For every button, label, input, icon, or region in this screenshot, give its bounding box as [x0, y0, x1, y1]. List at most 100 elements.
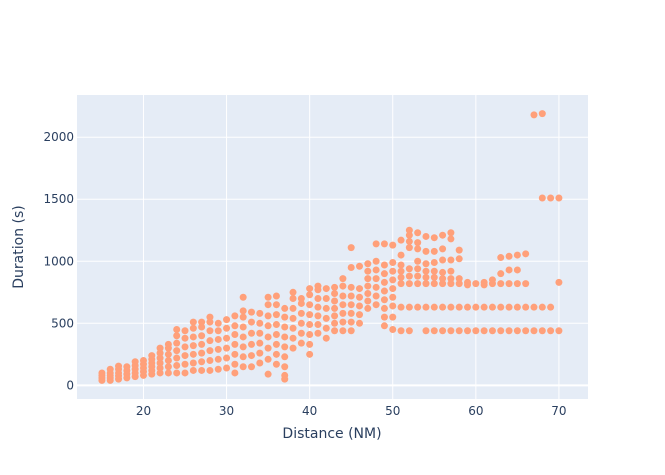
data-point: [439, 231, 447, 239]
data-point: [322, 294, 330, 302]
data-point: [389, 302, 397, 310]
data-point: [347, 309, 355, 317]
data-point: [364, 282, 372, 290]
data-point: [181, 360, 189, 368]
x-tick-label: 40: [302, 404, 317, 418]
data-point: [356, 302, 364, 310]
data-point: [455, 255, 463, 263]
x-tick-label: 60: [468, 404, 483, 418]
data-point: [264, 312, 272, 320]
data-point: [189, 318, 197, 326]
data-point: [189, 350, 197, 358]
data-point: [239, 323, 247, 331]
data-point: [522, 303, 530, 311]
data-point: [422, 260, 430, 268]
data-point: [447, 256, 455, 264]
data-point: [397, 251, 405, 259]
data-point: [181, 369, 189, 377]
data-point: [422, 327, 430, 335]
data-point: [239, 313, 247, 321]
data-point: [198, 358, 206, 366]
y-axis-title: Duration (s): [11, 205, 27, 288]
data-point: [397, 236, 405, 244]
data-point: [405, 231, 413, 239]
data-point: [231, 312, 239, 320]
data-point: [389, 259, 397, 267]
data-point: [239, 307, 247, 315]
data-point: [497, 270, 505, 278]
data-point: [372, 266, 380, 274]
data-point: [156, 359, 164, 367]
data-point: [264, 370, 272, 378]
data-point: [422, 267, 430, 275]
data-point: [272, 292, 280, 300]
data-point: [389, 267, 397, 275]
data-point: [397, 280, 405, 288]
data-point: [414, 272, 422, 280]
data-point: [289, 294, 297, 302]
data-point: [522, 250, 530, 258]
data-point: [389, 285, 397, 293]
data-point: [497, 303, 505, 311]
data-point: [389, 313, 397, 321]
data-point: [447, 327, 455, 335]
data-point: [198, 349, 206, 357]
data-point: [339, 292, 347, 300]
y-tick-label: 500: [51, 316, 74, 330]
data-point: [480, 327, 488, 335]
data-point: [455, 327, 463, 335]
data-point: [331, 283, 339, 291]
data-point: [281, 304, 289, 312]
data-point: [380, 270, 388, 278]
data-point: [380, 296, 388, 304]
y-tick-label: 2000: [43, 130, 74, 144]
data-point: [372, 275, 380, 283]
data-point: [189, 324, 197, 332]
grid-lines: [77, 95, 588, 399]
data-point: [405, 265, 413, 273]
data-point: [364, 267, 372, 275]
data-point: [555, 278, 563, 286]
data-point: [156, 349, 164, 357]
data-point: [439, 256, 447, 264]
data-point: [464, 278, 472, 286]
data-point: [281, 353, 289, 361]
data-point: [164, 369, 172, 377]
data-point: [439, 275, 447, 283]
data-point: [306, 291, 314, 299]
data-point: [264, 293, 272, 301]
data-point: [173, 326, 181, 334]
data-point: [339, 301, 347, 309]
data-point: [206, 347, 214, 355]
data-point: [522, 327, 530, 335]
data-point: [206, 313, 214, 321]
data-point: [405, 237, 413, 245]
x-tick-label: 70: [551, 404, 566, 418]
data-point: [447, 275, 455, 283]
data-point: [198, 332, 206, 340]
data-point: [513, 303, 521, 311]
data-point: [356, 285, 364, 293]
data-point: [380, 240, 388, 248]
data-point: [314, 321, 322, 329]
data-point: [306, 321, 314, 329]
data-point: [181, 327, 189, 335]
data-points: [98, 110, 563, 384]
data-point: [339, 275, 347, 283]
data-point: [414, 280, 422, 288]
data-point: [397, 267, 405, 275]
data-point: [430, 247, 438, 255]
data-point: [272, 360, 280, 368]
data-point: [513, 266, 521, 274]
data-point: [156, 364, 164, 372]
data-point: [447, 267, 455, 275]
data-point: [472, 280, 480, 288]
data-point: [430, 267, 438, 275]
data-point: [364, 290, 372, 298]
y-tick-label: 1000: [43, 254, 74, 268]
data-point: [397, 273, 405, 281]
data-point: [264, 322, 272, 330]
data-point: [173, 361, 181, 369]
data-point: [547, 194, 555, 202]
data-point: [538, 110, 546, 118]
